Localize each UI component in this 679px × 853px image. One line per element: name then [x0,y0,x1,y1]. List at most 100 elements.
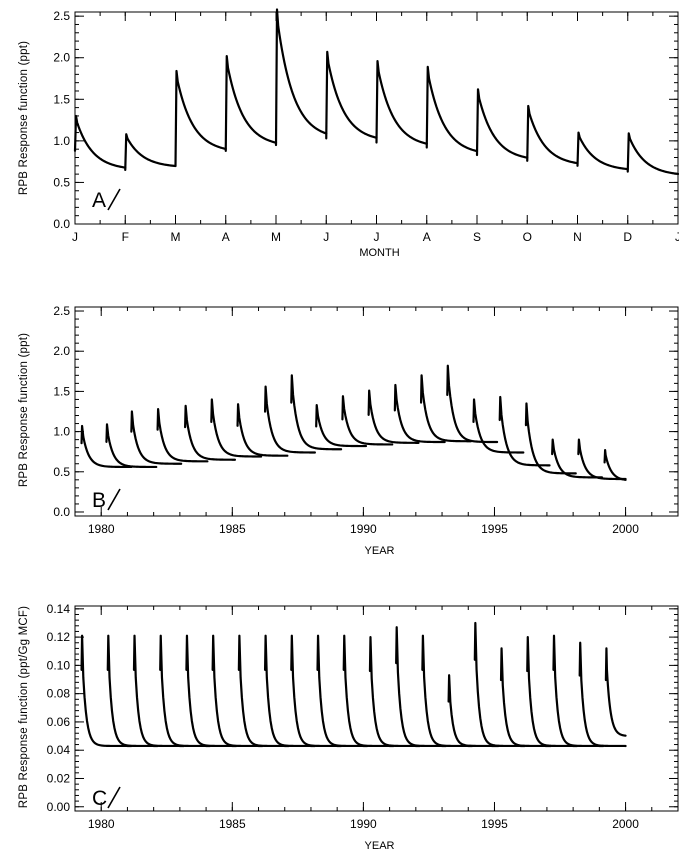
response-pulse-8 [263,385,316,454]
response-pulse-15 [447,674,500,748]
response-pulse-3 [174,69,227,167]
response-pulse-5 [185,634,238,748]
x-tick-label: 1995 [481,522,508,536]
x-tick-label: M [171,230,181,244]
y-tick-label: 0.10 [47,658,71,672]
x-tick-label: 1980 [88,522,115,536]
panel-letter-slash [107,188,121,211]
response-pulse-11 [341,395,394,446]
x-tick-label: J [675,230,679,244]
response-pulse-11 [576,131,629,171]
panel-letter-slash [107,488,121,511]
y-tick-label: 0.04 [47,743,71,757]
x-tick-label: A [222,230,230,244]
response-pulse-4 [159,634,212,748]
x-tick-label: 2000 [612,522,639,536]
y-tick-label: 0.08 [47,687,71,701]
response-pulse-7 [375,59,428,145]
x-axis-title: YEAR [365,840,395,852]
response-pulse-6 [210,398,263,458]
panel-c: 0.00 0.02 0.04 0.06 0.08 0.10 0.12 0.14 1980 1985… [18,602,679,852]
x-tick-label: 1990 [350,522,377,536]
x-axis-title: YEAR [365,545,395,557]
response-pulse-6 [211,634,264,748]
response-pulse-14 [421,634,474,748]
response-pulse-14 [419,374,472,443]
response-pulse-17 [498,395,551,467]
x-tick-label: N [573,230,582,244]
y-tick-label: 0.00 [47,800,71,814]
response-pulse-4 [156,407,209,463]
x-axis-title: MONTH [359,247,399,259]
response-pulse-1 [80,634,133,748]
x-tick-label: 1995 [481,817,508,831]
y-tick-label: 1.0 [53,425,70,439]
response-pulse-16 [472,398,525,454]
y-tick-label: 2.0 [53,51,70,65]
panel-letter: C [92,787,107,810]
y-tick-label: 2.5 [53,9,70,23]
y-tick-label: 0.0 [53,217,70,231]
x-tick-label: 2000 [612,817,639,831]
response-pulse-6 [325,50,378,140]
response-pulse-3 [132,634,185,748]
y-axis-title: RPB Response function (ppt) [18,333,30,487]
response-pulse-2 [124,133,177,172]
response-pulse-20 [578,641,627,748]
response-pulse-5 [274,8,328,147]
response-pulse-4 [224,54,278,152]
response-pulse-13 [393,383,446,444]
response-pulse-19 [552,634,605,748]
response-pulse-9 [475,88,529,159]
response-pulse-17 [499,647,552,748]
response-pulse-12 [368,636,421,748]
response-pulse-20 [577,438,627,481]
panel-a: 0.0 0.5 1.0 1.5 2.0 2.5 J F M A M J J A S O N D J MONTH RPB … [18,8,679,259]
y-tick-label: 0.02 [47,771,71,785]
response-pulse-21 [603,448,627,481]
x-tick-label: S [473,230,481,244]
response-pulse-16 [473,621,526,748]
response-pulse-2 [106,634,159,748]
y-tick-label: 0.14 [47,602,71,616]
y-tick-label: 0.12 [47,630,71,644]
x-tick-label: 1990 [350,817,377,831]
x-tick-label: 1985 [219,522,246,536]
y-tick-label: 0.06 [47,715,71,729]
response-pulse-1 [73,114,127,169]
response-pulse-15 [446,364,499,444]
response-pulse-12 [367,389,420,444]
y-tick-label: 2.0 [53,344,70,358]
x-tick-label: F [122,230,129,244]
x-tick-label: 1985 [219,817,246,831]
y-tick-label: 2.5 [53,304,70,318]
response-pulse-12 [626,132,679,176]
x-tick-label: 1980 [88,817,115,831]
x-tick-label: M [271,230,281,244]
y-tick-label: 0.5 [53,175,70,189]
panel-letter-slash [107,786,121,809]
y-tick-label: 1.0 [53,134,70,148]
response-pulse-8 [425,65,479,153]
panel-letter: B [92,489,106,512]
panel-b: 0.0 0.5 1.0 1.5 2.0 2.5 1980 1985 1990 1995 2000 YE… [18,304,679,557]
response-pulse-9 [290,374,343,451]
response-pulse-7 [236,403,289,457]
x-tick-label: D [623,230,632,244]
response-pulse-10 [526,104,579,165]
x-tick-label: J [72,230,78,244]
plot-frame [74,306,679,517]
response-pulse-11 [342,634,395,748]
response-pulse-8 [263,634,316,748]
plot-frame [74,605,679,812]
y-axis-title: RPB Response function (ppt) [18,41,30,195]
response-pulse-3 [130,410,183,465]
response-pulse-10 [316,634,369,748]
panel-letter: A [92,189,106,212]
x-tick-label: O [523,230,532,244]
response-pulse-18 [524,402,577,475]
y-tick-label: 1.5 [53,92,70,106]
y-axis-title: RPB Response function (ppt/Gg MCF) [18,606,30,808]
response-pulse-18 [526,636,579,748]
